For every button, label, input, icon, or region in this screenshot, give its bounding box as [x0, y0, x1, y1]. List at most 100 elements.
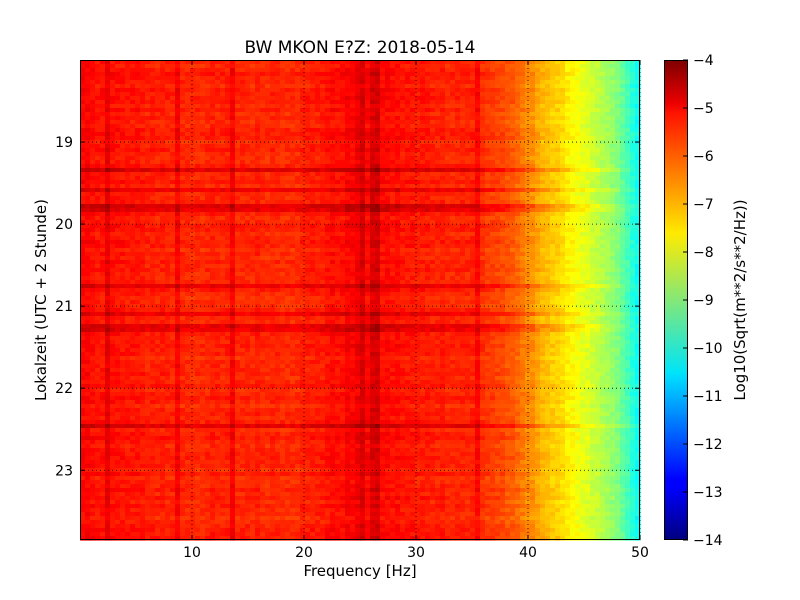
heatmap-cell — [615, 176, 621, 181]
heatmap-cell — [165, 96, 171, 101]
heatmap-cell — [115, 88, 121, 93]
heatmap-cell — [155, 92, 161, 97]
heatmap-cell — [275, 88, 281, 93]
heatmap-cell — [515, 220, 521, 225]
heatmap-cell — [125, 60, 131, 65]
heatmap-cell — [410, 168, 416, 173]
heatmap-cell — [445, 104, 451, 109]
heatmap-cell — [515, 136, 521, 141]
heatmap-cell — [455, 92, 461, 97]
heatmap-cell — [230, 188, 236, 193]
heatmap-cell — [130, 200, 136, 205]
heatmap-cell — [610, 200, 616, 205]
heatmap-cell — [335, 148, 341, 153]
heatmap-cell — [220, 204, 226, 209]
heatmap-cell — [135, 140, 141, 145]
heatmap-cell — [330, 216, 336, 221]
heatmap-cell — [340, 84, 346, 89]
heatmap-cell — [90, 236, 96, 241]
heatmap-cell — [505, 80, 511, 85]
heatmap-cell — [475, 188, 481, 193]
heatmap-cell — [250, 192, 256, 197]
heatmap-cell — [215, 92, 221, 97]
heatmap-cell — [295, 116, 301, 121]
heatmap-cell — [215, 140, 221, 145]
heatmap-cell — [135, 208, 141, 213]
heatmap-cell — [600, 228, 606, 233]
heatmap-cell — [95, 232, 101, 237]
heatmap-cell — [295, 148, 301, 153]
heatmap-cell — [450, 152, 456, 157]
heatmap-cell — [340, 200, 346, 205]
heatmap-cell — [475, 196, 481, 201]
heatmap-cell — [260, 224, 266, 229]
heatmap-cell — [435, 172, 441, 177]
heatmap-cell — [290, 216, 296, 221]
heatmap-cell — [85, 188, 91, 193]
heatmap-cell — [595, 156, 601, 161]
heatmap-cell — [95, 72, 101, 77]
heatmap-cell — [530, 212, 536, 217]
heatmap-cell — [600, 164, 606, 169]
heatmap-cell — [540, 232, 546, 237]
heatmap-cell — [405, 140, 411, 145]
heatmap-cell — [355, 84, 361, 89]
heatmap-cell — [90, 84, 96, 89]
heatmap-cell — [175, 120, 181, 125]
heatmap-cell — [500, 212, 506, 217]
heatmap-cell — [460, 176, 466, 181]
heatmap-cell — [240, 164, 246, 169]
heatmap-cell — [635, 112, 641, 117]
heatmap-cell — [605, 164, 611, 169]
heatmap-cell — [575, 88, 581, 93]
heatmap-cell — [200, 208, 206, 213]
heatmap-cell — [450, 216, 456, 221]
heatmap-cell — [375, 84, 381, 89]
heatmap-cell — [545, 120, 551, 125]
heatmap-cell — [240, 84, 246, 89]
heatmap-cell — [445, 164, 451, 169]
heatmap-cell — [585, 112, 591, 117]
heatmap-cell — [560, 192, 566, 197]
heatmap-cell — [345, 120, 351, 125]
heatmap-cell — [475, 152, 481, 157]
heatmap-cell — [495, 184, 501, 189]
heatmap-cell — [570, 232, 576, 237]
heatmap-cell — [505, 208, 511, 213]
heatmap-cell — [335, 184, 341, 189]
heatmap-cell — [345, 204, 351, 209]
heatmap-cell — [455, 120, 461, 125]
heatmap-cell — [290, 96, 296, 101]
heatmap-cell — [405, 176, 411, 181]
heatmap-cell — [215, 80, 221, 85]
heatmap-cell — [495, 128, 501, 133]
heatmap-cell — [630, 208, 636, 213]
heatmap-cell — [340, 120, 346, 125]
heatmap-cell — [500, 80, 506, 85]
heatmap-cell — [235, 188, 241, 193]
heatmap-cell — [545, 104, 551, 109]
heatmap-cell — [330, 184, 336, 189]
heatmap-cell — [620, 68, 626, 73]
heatmap-cell — [305, 236, 311, 241]
heatmap-cell — [375, 156, 381, 161]
heatmap-cell — [505, 132, 511, 137]
heatmap-cell — [145, 176, 151, 181]
heatmap-cell — [415, 200, 421, 205]
heatmap-cell — [195, 208, 201, 213]
heatmap-cell — [525, 164, 531, 169]
heatmap-cell — [315, 204, 321, 209]
heatmap-cell — [195, 96, 201, 101]
heatmap-cell — [300, 156, 306, 161]
heatmap-cell — [485, 204, 491, 209]
heatmap-cell — [625, 212, 631, 217]
heatmap-cell — [490, 96, 496, 101]
heatmap-cell — [560, 148, 566, 153]
heatmap-cell — [465, 196, 471, 201]
heatmap-cell — [610, 128, 616, 133]
heatmap-cell — [250, 88, 256, 93]
heatmap-cell — [85, 64, 91, 69]
heatmap-cell — [355, 80, 361, 85]
heatmap-cell — [435, 204, 441, 209]
heatmap-cell — [365, 180, 371, 185]
